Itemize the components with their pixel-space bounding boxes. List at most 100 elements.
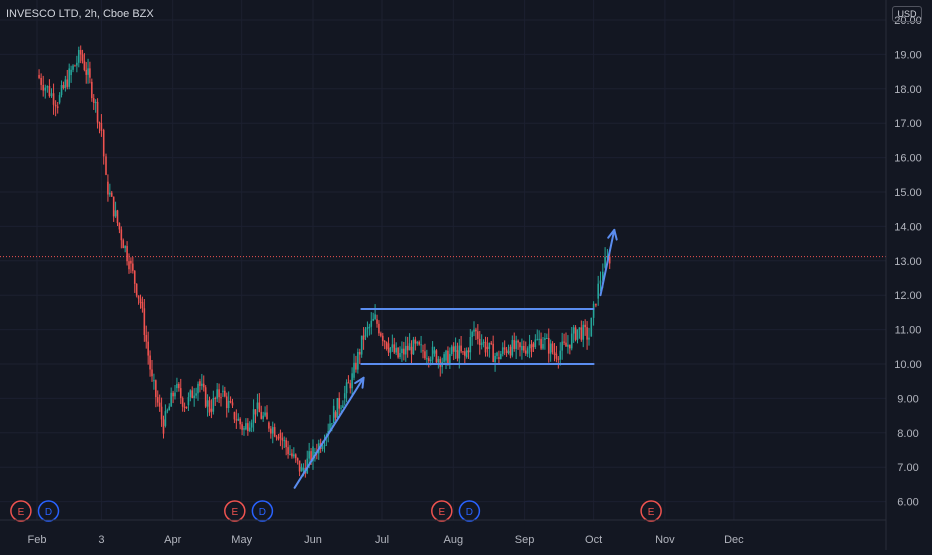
time-axis[interactable]: Feb 3 Apr May Jun Jul Aug Sep Oct Nov Dec [0,519,886,546]
candle-body [567,344,569,347]
candle-body [189,390,192,398]
candle-body [151,369,153,377]
price-axis[interactable]: 20.0019.0018.0017.0016.0015.0014.0013.00… [885,0,932,550]
candle-body [179,388,182,399]
candle-body [195,393,197,396]
candle-body [389,347,392,353]
price-tick-label: 11.00 [895,325,922,337]
candle-body [291,453,293,457]
candle-body [395,347,397,353]
candle-body [68,68,70,87]
candle-body [105,156,107,175]
candle-body [58,95,61,103]
candle-body [77,50,80,63]
candle-body [362,335,365,340]
candle-body [385,342,388,349]
earnings-marker[interactable]: E [431,500,453,522]
candle-body [509,346,512,356]
candle-body [116,210,119,224]
candle-body [235,419,238,421]
candle-body [608,256,611,264]
candle-body [374,314,376,319]
candle-body [135,283,138,296]
candle-body [62,85,65,88]
currency-badge[interactable]: USD [892,6,922,22]
trend-arrow-head [354,376,365,389]
candle-body [296,458,299,461]
candle-body [166,410,169,412]
candle-body [338,398,341,409]
candle-body [542,344,544,349]
candle-body [454,345,457,352]
candle-body [544,338,546,340]
candle-body [83,60,86,70]
candle-body [60,85,63,96]
candle-body [208,400,211,413]
last-price-line-group: 13.12 [0,248,932,265]
candle-body [176,383,178,389]
drawings[interactable] [293,228,618,489]
candle-body [70,69,72,76]
price-tick-label: 15.00 [894,187,922,199]
candle-body [447,350,449,365]
earnings-marker[interactable]: E [10,500,32,522]
candle-body [237,418,240,421]
candle-body [372,318,374,321]
candle-body [557,358,560,360]
candle-body [110,192,113,197]
candle-body [170,392,172,407]
candle-body [538,338,540,340]
candle-body [76,62,78,66]
candle-body [248,427,251,432]
candle-body [404,345,407,355]
candle-body [279,432,282,438]
candle-body [56,106,59,108]
candle-body [331,423,333,425]
candle-body [528,344,531,349]
candle-body [231,402,234,406]
symbol-title: INVESCO LTD, 2h, Cboe BZX [6,8,154,20]
candle-body [490,342,493,344]
candle-body [477,331,479,339]
candle-body [580,327,583,340]
time-tick-label: Oct [585,534,602,546]
candle-body [94,101,97,103]
candle-body [220,397,222,399]
candle-body [38,75,40,78]
candle-body [268,422,270,429]
candle-body [160,406,163,420]
candle-body [473,329,475,332]
candle-body [155,380,157,398]
earnings-marker[interactable]: E [640,500,662,522]
candle-body [532,343,535,348]
candle-body [218,389,220,398]
candle-body [216,389,218,399]
candle-body [258,402,261,413]
dividend-marker[interactable]: D [251,500,274,522]
dividend-marker[interactable]: D [37,500,60,522]
candle-body [486,346,489,350]
price-tick-label: 18.00 [894,84,922,96]
candle-body [503,347,506,350]
price-tick-label: 14.00 [894,221,922,233]
candle-body [310,451,312,461]
time-tick-label: May [231,534,252,546]
candle-body [225,396,228,409]
earnings-marker[interactable]: E [224,500,246,522]
candle-body [505,349,508,354]
candle-body [496,352,498,356]
trend-arrow-line [599,228,616,297]
candle-body [458,345,461,359]
candle-body [107,181,109,195]
candle-body [536,339,539,341]
candle-body [254,409,257,415]
candle-body [460,345,462,352]
candle-body [378,323,380,334]
dividend-marker[interactable]: D [458,500,481,522]
candle-body [590,317,593,337]
candle-body [403,348,405,355]
candle-body [158,402,161,407]
